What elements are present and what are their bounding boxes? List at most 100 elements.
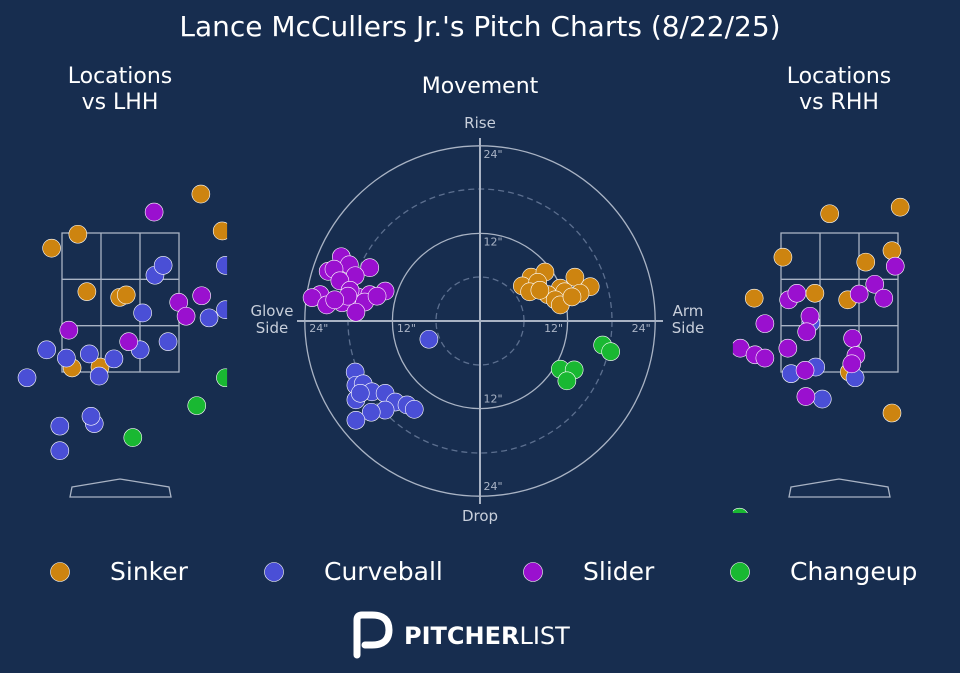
pitch-point xyxy=(755,348,775,368)
pitch-point xyxy=(123,428,143,447)
pitch-point xyxy=(350,383,370,403)
pitch-point xyxy=(81,406,101,426)
pitch-point xyxy=(842,354,862,374)
panel-title: Movement xyxy=(421,74,539,99)
pitch-point xyxy=(42,238,61,258)
pitch-point xyxy=(191,184,211,204)
pitch-point xyxy=(104,349,124,369)
pitch-point xyxy=(346,410,366,430)
pitch-point xyxy=(778,338,798,358)
pitch-point xyxy=(116,285,136,305)
panel-title: Locations vs LHH xyxy=(67,64,173,116)
x-tick-label: 12" xyxy=(544,322,563,335)
pitch-point xyxy=(57,348,76,368)
legend-label: Sinker xyxy=(110,557,189,586)
pitch-point xyxy=(755,314,775,333)
panel-title: Locations vs RHH xyxy=(786,64,892,116)
pitch-point xyxy=(325,290,345,310)
pitch-point xyxy=(419,329,439,349)
pitch-point xyxy=(361,402,381,422)
pitch-point xyxy=(865,274,885,294)
x-tick-label: 24" xyxy=(309,322,328,335)
legend-marker xyxy=(523,562,543,582)
pitch-point xyxy=(212,221,228,241)
pitch-point xyxy=(796,387,816,406)
pitch-point xyxy=(404,400,424,419)
brand: PITCHERLIST xyxy=(404,622,570,650)
x-tick-label: 12" xyxy=(397,322,416,335)
page-title: Lance McCullers Jr.'s Pitch Charts (8/22… xyxy=(179,10,781,43)
pitch-point xyxy=(843,329,862,348)
pitch-point xyxy=(882,403,902,423)
pitch-point xyxy=(732,507,748,513)
ring xyxy=(391,232,569,410)
pitch-point xyxy=(133,303,152,323)
pitch-point xyxy=(800,306,820,326)
pitch-point xyxy=(882,241,902,260)
legend-marker xyxy=(264,562,284,582)
legend-marker xyxy=(50,562,70,582)
pitch-point xyxy=(856,252,876,272)
legend-label: Curveball xyxy=(324,557,443,586)
pitch-point xyxy=(874,288,894,308)
pitch-point xyxy=(144,202,164,222)
y-tick-label: 12" xyxy=(483,235,502,248)
brand-bold: PITCHER xyxy=(404,622,519,650)
pitch-point xyxy=(89,366,109,386)
pitch-point xyxy=(50,441,70,461)
pitch-point xyxy=(797,322,817,342)
pitch-point xyxy=(80,344,99,364)
axis-label: Glove Side xyxy=(250,302,294,337)
pitch-point xyxy=(158,332,178,351)
ring xyxy=(304,145,656,497)
axis-label: Arm Side xyxy=(671,302,705,337)
pitch-point xyxy=(557,371,577,391)
logo: PITCHERLIST xyxy=(353,611,570,659)
pitch-point xyxy=(360,258,380,278)
pitch-point xyxy=(153,256,173,275)
pitch-point xyxy=(530,281,550,300)
brand-light: LIST xyxy=(519,622,570,650)
pitch-point xyxy=(890,197,910,217)
x-tick-label: 24" xyxy=(632,322,651,335)
pitch-point xyxy=(820,204,839,224)
y-tick-label: 12" xyxy=(483,393,502,406)
panel-points xyxy=(732,197,910,513)
pitch-point xyxy=(795,361,815,380)
y-tick-label: 24" xyxy=(483,480,502,493)
axis-label: Drop xyxy=(461,507,499,525)
pitch-point xyxy=(562,287,582,307)
pitch-point xyxy=(187,396,207,415)
pitch-point xyxy=(119,332,138,351)
legend: Sinker Curveball Slider Changeup xyxy=(50,557,917,586)
pitch-point xyxy=(37,340,57,360)
pitch-point xyxy=(176,306,196,326)
pitch-point xyxy=(192,286,211,306)
marks xyxy=(17,184,910,513)
pitch-point xyxy=(601,342,620,361)
logo-icon xyxy=(353,611,393,659)
pitch-point xyxy=(50,416,70,436)
pitch-point xyxy=(773,247,793,267)
movement-axes xyxy=(297,138,663,504)
pitch-point xyxy=(59,320,79,340)
pitch-point xyxy=(68,224,88,244)
pitch-point xyxy=(216,300,228,319)
pitch-point xyxy=(17,368,37,388)
pitch-point xyxy=(849,284,869,304)
pitch-point xyxy=(787,283,807,303)
legend-label: Slider xyxy=(583,557,655,586)
rings: 24" 12" 12" 24" 24" 12" 12" 24" xyxy=(304,145,656,497)
pitch-point xyxy=(346,302,366,322)
pitch-point xyxy=(216,256,228,275)
pitch-point xyxy=(77,282,97,301)
pitch-point xyxy=(199,308,219,328)
pitch-point xyxy=(805,283,825,303)
pitch-point xyxy=(812,389,832,409)
legend-marker xyxy=(730,562,750,582)
pitch-point xyxy=(367,286,387,306)
pitch-point xyxy=(216,368,228,388)
axis-label: Rise xyxy=(464,114,496,132)
pitch-point xyxy=(885,256,905,276)
